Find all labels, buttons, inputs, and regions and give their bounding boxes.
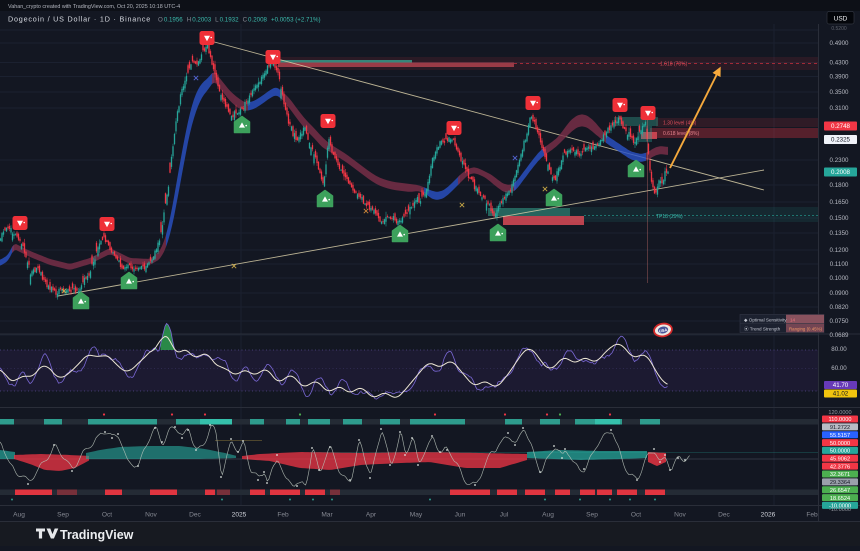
svg-text:42.3776: 42.3776 [830, 464, 850, 470]
svg-text:45.9062: 45.9062 [830, 457, 850, 463]
svg-text:2025: 2025 [232, 512, 247, 519]
svg-text:TP18 (29%): TP18 (29%) [656, 214, 683, 220]
svg-text:0.1100: 0.1100 [830, 261, 849, 268]
svg-text:TradingView: TradingView [60, 528, 134, 542]
svg-text:⦿ Trend Strength: ⦿ Trend Strength [744, 325, 781, 332]
svg-text:50.0000: 50.0000 [830, 449, 850, 455]
svg-text:Nov: Nov [674, 512, 686, 519]
svg-text:-10.0000: -10.0000 [829, 507, 851, 513]
svg-text:0.0689: 0.0689 [830, 332, 849, 339]
svg-text:0.1000: 0.1000 [830, 275, 849, 282]
svg-text:0.0750: 0.0750 [830, 318, 849, 325]
svg-text:Mar: Mar [321, 512, 333, 519]
svg-text:USD: USD [834, 15, 848, 22]
svg-text:60.00: 60.00 [831, 365, 847, 372]
svg-text:91.2722: 91.2722 [830, 425, 850, 431]
svg-text:Feb: Feb [277, 512, 289, 519]
svg-text:Vahan_crypto created with Trad: Vahan_crypto created with TradingView.co… [8, 4, 180, 10]
svg-text:0.0820: 0.0820 [830, 304, 849, 311]
svg-text:120.0000: 120.0000 [828, 410, 851, 416]
svg-text:Apr: Apr [366, 512, 377, 519]
svg-text:Dec: Dec [718, 512, 730, 519]
svg-text:110.0000: 110.0000 [829, 417, 852, 423]
svg-text:0.2748: 0.2748 [831, 123, 850, 130]
svg-text:41.70: 41.70 [833, 382, 849, 389]
svg-text:0.5200: 0.5200 [831, 26, 847, 32]
svg-text:Dec: Dec [189, 512, 201, 519]
svg-text:May: May [410, 512, 423, 519]
svg-text:0.0900: 0.0900 [830, 290, 849, 297]
svg-text:0.3100: 0.3100 [830, 105, 849, 112]
svg-text:32.3671: 32.3671 [830, 472, 850, 478]
svg-text:Sep: Sep [57, 512, 69, 519]
svg-text:Nov: Nov [145, 512, 157, 519]
svg-text:0.4300: 0.4300 [830, 60, 849, 67]
svg-text:0.618 level (8%): 0.618 level (8%) [663, 131, 699, 137]
svg-text:55.5157: 55.5157 [830, 433, 850, 439]
svg-text:0.1350: 0.1350 [830, 230, 849, 237]
svg-text:29.3364: 29.3364 [830, 480, 850, 486]
svg-text:-10.0000: -10.0000 [829, 504, 851, 510]
svg-text:◆ Optimal Sensitivity: ◆ Optimal Sensitivity [744, 317, 787, 322]
svg-text:50.0000: 50.0000 [830, 441, 850, 447]
svg-text:USA: USA [658, 327, 667, 333]
svg-text:Dogecoin / US Dollar · 1D · Bi: Dogecoin / US Dollar · 1D · Binance [8, 15, 151, 24]
svg-text:0.1500: 0.1500 [830, 215, 849, 222]
svg-text:80.00: 80.00 [831, 346, 847, 353]
svg-text:1.618 (78%): 1.618 (78%) [660, 62, 688, 68]
svg-text:0.3900: 0.3900 [830, 74, 849, 81]
svg-text:0.4900: 0.4900 [830, 40, 849, 47]
svg-text:0.1800: 0.1800 [830, 182, 849, 189]
svg-text:1.30 level (4%): 1.30 level (4%) [663, 121, 697, 127]
svg-text:Jul: Jul [500, 512, 509, 519]
svg-text:Feb: Feb [806, 512, 818, 519]
svg-text:0.1200: 0.1200 [830, 247, 849, 254]
svg-text:0.2008: 0.2008 [831, 169, 850, 176]
svg-text:2026: 2026 [761, 512, 776, 519]
svg-text:0.3500: 0.3500 [830, 89, 849, 96]
svg-text:26.6547: 26.6547 [830, 488, 850, 494]
svg-text:0.1650: 0.1650 [830, 199, 849, 206]
svg-text:Aug: Aug [542, 512, 554, 519]
svg-text:Aug: Aug [13, 512, 25, 519]
svg-text:Oct: Oct [102, 512, 112, 519]
svg-text:Ranging (0.45%): Ranging (0.45%) [789, 326, 822, 331]
svg-text:Oct: Oct [631, 512, 641, 519]
svg-text:14: 14 [790, 317, 796, 322]
svg-text:Jun: Jun [455, 512, 466, 519]
svg-text:41.02: 41.02 [833, 391, 849, 398]
svg-text:0.2325: 0.2325 [831, 137, 850, 144]
svg-text:Sep: Sep [586, 512, 598, 519]
svg-text:0.2300: 0.2300 [830, 157, 849, 164]
svg-text:18.6524: 18.6524 [830, 496, 850, 502]
